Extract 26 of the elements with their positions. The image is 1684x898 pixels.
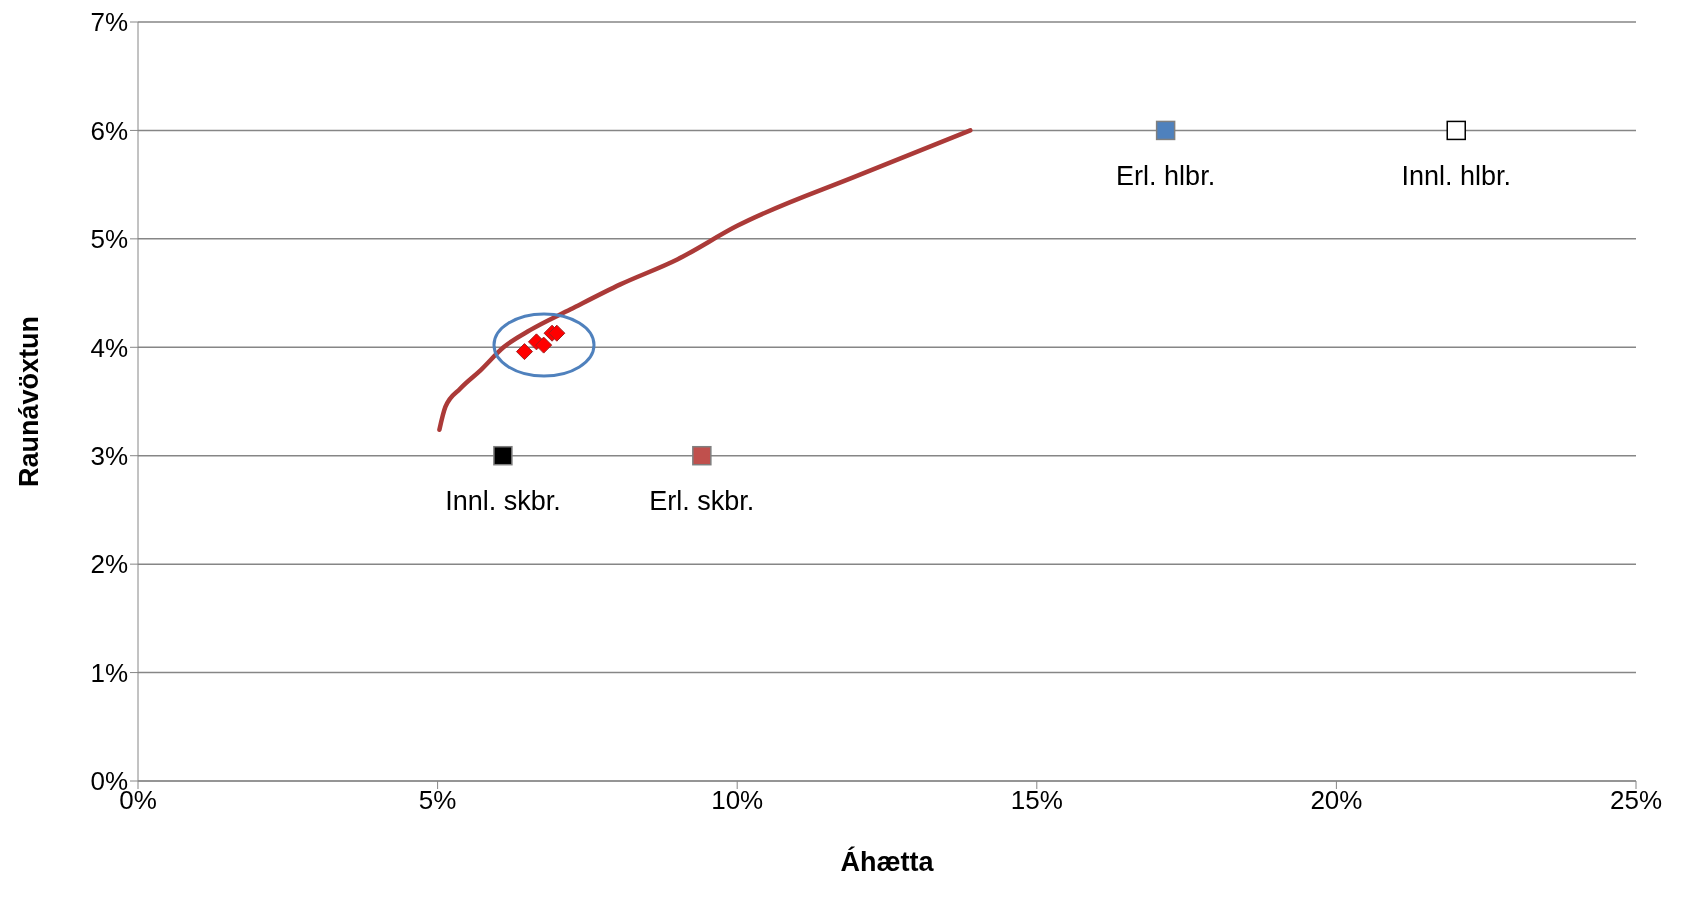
series-label: Erl. skbr. bbox=[649, 486, 755, 517]
series-label: Innl. hlbr. bbox=[1401, 160, 1512, 191]
x-tick-label: 5% bbox=[418, 785, 457, 816]
point bbox=[692, 445, 712, 466]
x-tick-label: 10% bbox=[711, 785, 764, 816]
point bbox=[1155, 120, 1176, 141]
point bbox=[1446, 120, 1466, 141]
y-tick-label: 6% bbox=[90, 115, 128, 146]
x-axis-title: Áhætta bbox=[840, 846, 935, 877]
y-tick-label: 7% bbox=[90, 7, 128, 38]
y-axis-title: Raunávöxtun bbox=[13, 315, 44, 488]
y-tick-label: 5% bbox=[90, 224, 128, 255]
point bbox=[493, 445, 513, 466]
point bbox=[515, 343, 533, 361]
x-tick-label: 25% bbox=[1609, 785, 1663, 816]
point bbox=[548, 324, 566, 342]
y-tick-label: 1% bbox=[90, 657, 128, 688]
y-tick-label: 4% bbox=[90, 332, 128, 363]
x-tick-label: 20% bbox=[1310, 785, 1363, 816]
y-tick-label: 2% bbox=[90, 549, 128, 580]
series-label: Innl. skbr. bbox=[445, 486, 561, 517]
y-tick-label: 3% bbox=[90, 440, 128, 471]
series-label: Erl. hlbr. bbox=[1116, 160, 1216, 191]
line-series bbox=[437, 128, 973, 432]
point bbox=[535, 336, 553, 354]
x-tick-label: 15% bbox=[1010, 785, 1063, 816]
